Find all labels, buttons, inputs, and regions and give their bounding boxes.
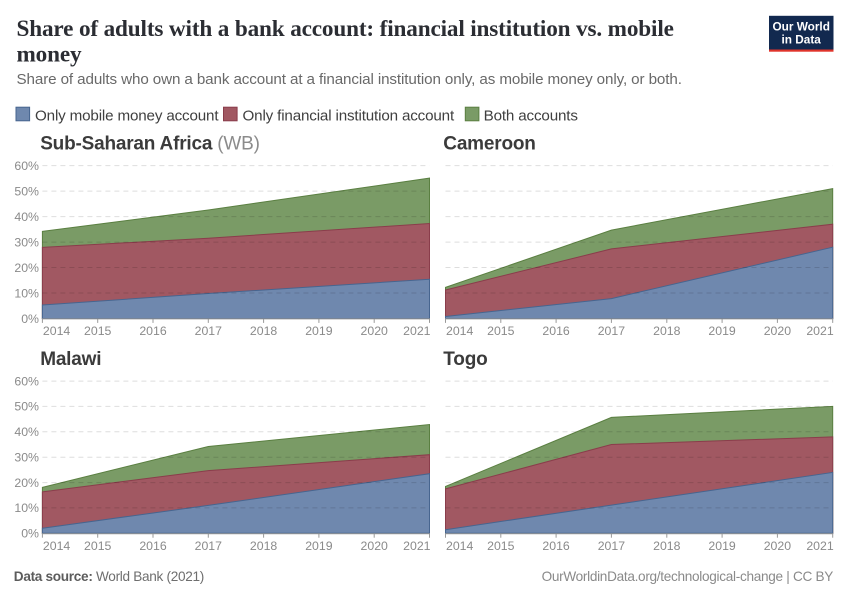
svg-text:Sub-Saharan Africa (WB): Sub-Saharan Africa (WB): [40, 134, 260, 155]
svg-text:2020: 2020: [361, 324, 389, 338]
svg-text:2017: 2017: [598, 324, 626, 338]
svg-text:in Data: in Data: [782, 32, 822, 46]
svg-text:2015: 2015: [84, 539, 112, 553]
svg-text:2019: 2019: [708, 539, 736, 553]
svg-text:2021: 2021: [806, 324, 834, 338]
svg-text:Malawi: Malawi: [40, 349, 101, 370]
svg-text:Data source: World Bank (2021): Data source: World Bank (2021): [14, 569, 204, 584]
svg-text:2015: 2015: [487, 539, 515, 553]
svg-text:50%: 50%: [14, 400, 39, 414]
svg-text:10%: 10%: [14, 501, 39, 515]
svg-text:20%: 20%: [14, 476, 39, 490]
svg-text:2014: 2014: [43, 324, 71, 338]
svg-text:40%: 40%: [14, 210, 39, 224]
svg-text:2016: 2016: [542, 539, 570, 553]
svg-text:60%: 60%: [14, 159, 39, 173]
svg-text:2020: 2020: [361, 539, 389, 553]
svg-text:2017: 2017: [598, 539, 626, 553]
svg-text:2014: 2014: [446, 539, 474, 553]
svg-text:30%: 30%: [14, 451, 39, 465]
svg-text:money: money: [17, 42, 82, 68]
svg-text:2018: 2018: [250, 324, 278, 338]
svg-text:2018: 2018: [653, 539, 681, 553]
svg-text:30%: 30%: [14, 235, 39, 249]
svg-text:2015: 2015: [487, 324, 515, 338]
svg-text:2016: 2016: [139, 324, 167, 338]
svg-text:2018: 2018: [250, 539, 278, 553]
svg-text:Only mobile money account: Only mobile money account: [35, 108, 219, 125]
svg-text:2019: 2019: [708, 324, 736, 338]
svg-text:2020: 2020: [764, 539, 792, 553]
svg-text:2018: 2018: [653, 324, 681, 338]
svg-text:2016: 2016: [542, 324, 570, 338]
svg-text:OurWorldinData.org/technologic: OurWorldinData.org/technological-change …: [542, 569, 834, 584]
svg-text:Both accounts: Both accounts: [484, 108, 579, 125]
svg-text:2019: 2019: [305, 324, 333, 338]
svg-text:0%: 0%: [21, 527, 39, 541]
svg-text:2015: 2015: [84, 324, 112, 338]
svg-text:2021: 2021: [403, 539, 431, 553]
svg-text:2020: 2020: [764, 324, 792, 338]
svg-text:Our World: Our World: [772, 20, 829, 34]
svg-text:2016: 2016: [139, 539, 167, 553]
svg-text:2014: 2014: [446, 324, 474, 338]
svg-text:Share of adults with a bank ac: Share of adults with a bank account: fin…: [17, 16, 674, 42]
svg-text:2019: 2019: [305, 539, 333, 553]
svg-text:2017: 2017: [195, 324, 223, 338]
svg-text:0%: 0%: [21, 312, 39, 326]
svg-text:10%: 10%: [14, 286, 39, 300]
svg-text:2014: 2014: [43, 539, 71, 553]
svg-text:2017: 2017: [195, 539, 223, 553]
svg-text:20%: 20%: [14, 261, 39, 275]
svg-text:Only financial institution acc: Only financial institution account: [243, 108, 455, 125]
svg-text:Togo: Togo: [443, 349, 487, 370]
svg-text:Share of adults who own a bank: Share of adults who own a bank account a…: [17, 71, 682, 88]
svg-text:2021: 2021: [806, 539, 834, 553]
svg-text:40%: 40%: [14, 425, 39, 439]
svg-text:2021: 2021: [403, 324, 431, 338]
svg-text:60%: 60%: [14, 374, 39, 388]
svg-text:Cameroon: Cameroon: [443, 134, 535, 155]
svg-text:50%: 50%: [14, 184, 39, 198]
